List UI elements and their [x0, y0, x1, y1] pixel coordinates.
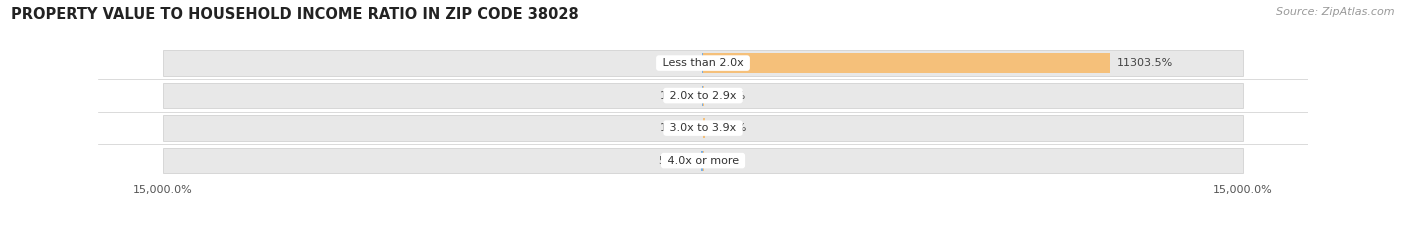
Text: 15.5%: 15.5% — [711, 91, 747, 101]
Text: 18.8%: 18.8% — [659, 91, 695, 101]
Bar — [703, 53, 1109, 73]
Text: Less than 2.0x: Less than 2.0x — [659, 58, 747, 68]
Text: 51.2%: 51.2% — [658, 156, 695, 166]
Text: 2.0x to 2.9x: 2.0x to 2.9x — [666, 91, 740, 101]
Text: PROPERTY VALUE TO HOUSEHOLD INCOME RATIO IN ZIP CODE 38028: PROPERTY VALUE TO HOUSEHOLD INCOME RATIO… — [11, 7, 579, 22]
Bar — [163, 115, 1243, 141]
Text: 19.1%: 19.1% — [711, 156, 747, 166]
Text: 11.3%: 11.3% — [661, 123, 696, 133]
Text: 3.0x to 3.9x: 3.0x to 3.9x — [666, 123, 740, 133]
Bar — [163, 83, 1243, 108]
Bar — [163, 148, 1243, 173]
Legend: Without Mortgage, With Mortgage: Without Mortgage, With Mortgage — [588, 230, 818, 233]
Text: 11303.5%: 11303.5% — [1116, 58, 1173, 68]
Bar — [702, 151, 703, 171]
Text: 18.7%: 18.7% — [659, 58, 695, 68]
Text: Source: ZipAtlas.com: Source: ZipAtlas.com — [1277, 7, 1395, 17]
Bar — [163, 50, 1243, 76]
Text: 45.5%: 45.5% — [711, 123, 747, 133]
Bar — [703, 118, 704, 138]
Text: 4.0x or more: 4.0x or more — [664, 156, 742, 166]
